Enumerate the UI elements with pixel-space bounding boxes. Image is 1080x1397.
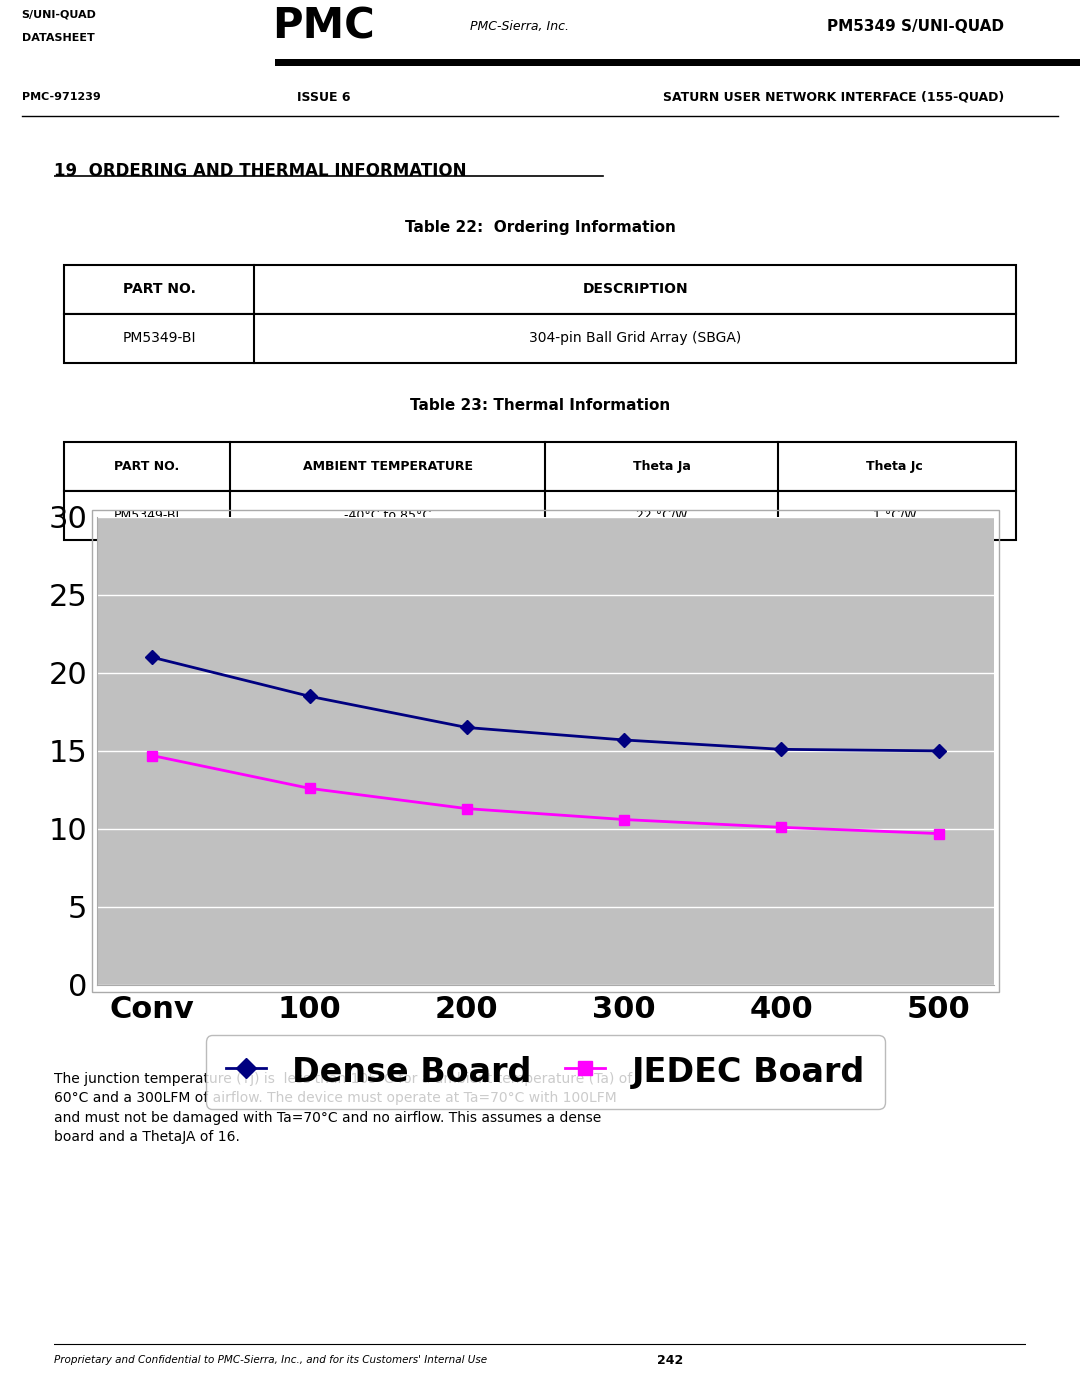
JEDEC Board [303,780,316,796]
Text: PM5349 S/UNI-QUAD: PM5349 S/UNI-QUAD [827,18,1004,34]
JEDEC Board [460,800,473,817]
Text: PART NO.: PART NO. [114,460,179,472]
Text: 1 °C/W: 1 °C/W [873,509,917,522]
Text: PM5349-BI: PM5349-BI [122,331,195,345]
Bar [64,264,1016,313]
Dense Board [460,719,473,736]
Text: Theta Jc: Theta Jc [866,460,923,472]
JEDEC Board [774,819,787,835]
JEDEC Board [146,747,159,764]
Line: Dense Board: Dense Board [147,652,944,756]
Text: Table 23: Thermal Information: Table 23: Thermal Information [410,398,670,412]
Text: The junction temperature (Tj) is  less than 105°C for a ambient temperature (Ta): The junction temperature (Tj) is less th… [54,1071,632,1144]
Bar [64,313,1016,362]
Text: PM5349-BI: PM5349-BI [114,509,180,522]
Dense Board [932,743,945,760]
Bar [64,490,1016,539]
Text: -40°C to 85°C: -40°C to 85°C [345,509,431,522]
Bar [64,441,1016,490]
Text: DESCRIPTION: DESCRIPTION [582,282,688,296]
Text: PART NO.: PART NO. [122,282,195,296]
Text: 242: 242 [657,1354,683,1366]
Dense Board [303,687,316,704]
Text: AMBIENT TEMPERATURE: AMBIENT TEMPERATURE [302,460,473,472]
JEDEC Board [932,826,945,842]
JEDEC Board [618,812,631,828]
Dense Board [146,648,159,666]
Text: Table 22:  Ordering Information: Table 22: Ordering Information [405,221,675,235]
Text: PMC: PMC [272,6,376,47]
Text: S/UNI-QUAD: S/UNI-QUAD [22,10,96,20]
Text: Theta Ja: Theta Ja [633,460,690,472]
Text: PMC-971239: PMC-971239 [22,92,100,102]
Legend: Dense Board, JEDEC Board: Dense Board, JEDEC Board [206,1035,885,1109]
Text: PMC-Sierra, Inc.: PMC-Sierra, Inc. [470,20,569,32]
Text: ISSUE 6: ISSUE 6 [297,91,351,103]
Text: SATURN USER NETWORK INTERFACE (155-QUAD): SATURN USER NETWORK INTERFACE (155-QUAD) [663,91,1004,103]
Line: JEDEC Board: JEDEC Board [147,750,944,838]
Text: DATASHEET: DATASHEET [22,34,94,43]
Text: 19  ORDERING AND THERMAL INFORMATION: 19 ORDERING AND THERMAL INFORMATION [54,162,467,180]
Bar [275,59,1080,67]
Dense Board [774,740,787,757]
Text: 22 °C/W: 22 °C/W [636,509,687,522]
Text: Proprietary and Confidential to PMC-Sierra, Inc., and for its Customers' Interna: Proprietary and Confidential to PMC-Sier… [54,1355,487,1365]
Text: 304-pin Ball Grid Array (SBGA): 304-pin Ball Grid Array (SBGA) [529,331,741,345]
Dense Board [618,732,631,749]
